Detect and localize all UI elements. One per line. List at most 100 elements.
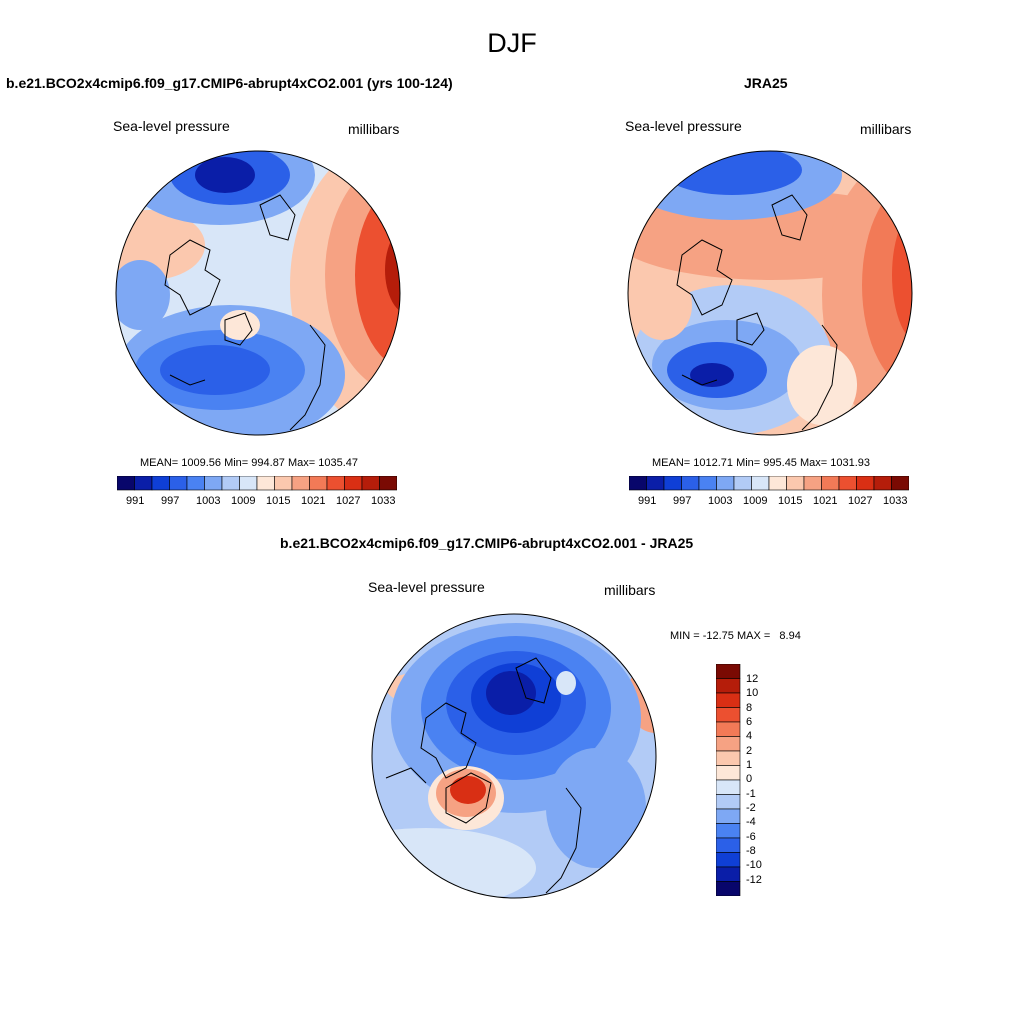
colorbar-cell (716, 823, 741, 839)
colorbar-cell (751, 476, 770, 491)
colorbar-cell (716, 837, 741, 853)
colorbar-cell (716, 866, 741, 882)
panel-diff-colorbar (716, 664, 741, 896)
colorbar-cell (344, 476, 363, 491)
colorbar-tick-label: 1009 (743, 495, 768, 507)
colorbar-tick-label: -8 (746, 845, 756, 857)
colorbar-tick-label: 2 (746, 745, 753, 757)
colorbar-cell (838, 476, 857, 491)
panel-obs-units: millibars (860, 121, 912, 137)
colorbar-tick-label: 991 (126, 495, 145, 507)
colorbar-tick-label: 1027 (848, 495, 873, 507)
colorbar-cell (716, 779, 741, 795)
panel-obs-title: JRA25 (744, 75, 788, 91)
colorbar-cell (204, 476, 223, 491)
colorbar-cell (274, 476, 293, 491)
colorbar-cell (716, 736, 741, 752)
colorbar-cell (716, 707, 741, 723)
colorbar-cell (733, 476, 752, 491)
panel-diff-polar-map (371, 613, 657, 899)
colorbar-tick-label: 10 (746, 687, 759, 699)
colorbar-cell (379, 476, 397, 491)
colorbar-cell (716, 721, 741, 737)
colorbar-tick-label: 1003 (708, 495, 733, 507)
colorbar-cell (821, 476, 840, 491)
panel-model-colorbar-ticks: 991 997 1003 1009 1015 1021 1027 1033 (117, 495, 397, 511)
panel-model-title: b.e21.BCO2x4cmip6.f09_g17.CMIP6-abrupt4x… (6, 75, 453, 91)
colorbar-tick-label: 997 (161, 495, 180, 507)
colorbar-cell (716, 476, 735, 491)
panel-obs-variable: Sea-level pressure (625, 118, 742, 134)
colorbar-cell (239, 476, 258, 491)
colorbar-cell (716, 664, 741, 679)
colorbar-cell (663, 476, 682, 491)
colorbar-cell (698, 476, 717, 491)
colorbar-cell (361, 476, 380, 491)
colorbar-cell (716, 808, 741, 824)
colorbar-cell (309, 476, 328, 491)
panel-diff-title: b.e21.BCO2x4cmip6.f09_g17.CMIP6-abrupt4x… (280, 535, 694, 551)
panel-obs-colorbar (629, 476, 909, 491)
colorbar-cell (681, 476, 700, 491)
panel-diff-colorbar-ticks: 12 10 8 6 4 2 1 0 -1 -2 -4 -6 -8 -10 -12 (746, 664, 786, 896)
colorbar-tick-label: -4 (746, 816, 756, 828)
colorbar-cell (716, 678, 741, 694)
colorbar-cell (291, 476, 310, 491)
colorbar-cell (326, 476, 345, 491)
colorbar-tick-label: 8 (746, 702, 753, 714)
colorbar-cell (256, 476, 275, 491)
panel-obs-polar-map (627, 150, 913, 436)
colorbar-cell (716, 881, 741, 896)
colorbar-tick-label: 0 (746, 773, 753, 785)
colorbar-cell (151, 476, 170, 491)
figure-title: DJF (487, 28, 537, 58)
colorbar-tick-label: 12 (746, 673, 759, 685)
colorbar-tick-label: -2 (746, 802, 756, 814)
colorbar-cell (169, 476, 188, 491)
colorbar-cell (221, 476, 240, 491)
colorbar-tick-label: 1021 (813, 495, 838, 507)
panel-diff-stats: MIN = -12.75 MAX = 8.94 (670, 630, 801, 642)
colorbar-tick-label: 1015 (778, 495, 803, 507)
colorbar-tick-label: 1003 (196, 495, 221, 507)
colorbar-tick-label: 1009 (231, 495, 256, 507)
colorbar-cell (803, 476, 822, 491)
colorbar-tick-label: 1021 (301, 495, 326, 507)
colorbar-tick-label: -12 (746, 874, 762, 886)
colorbar-tick-label: 1033 (883, 495, 908, 507)
colorbar-cell (117, 476, 135, 491)
colorbar-cell (716, 765, 741, 781)
panel-model-units: millibars (348, 121, 400, 137)
colorbar-cell (768, 476, 787, 491)
panel-diff-units: millibars (604, 582, 656, 598)
panel-model-colorbar (117, 476, 397, 491)
colorbar-tick-label: 1 (746, 759, 753, 771)
colorbar-tick-label: -1 (746, 788, 756, 800)
colorbar-cell (891, 476, 909, 491)
colorbar-tick-label: 1015 (266, 495, 291, 507)
colorbar-cell (134, 476, 153, 491)
panel-model-variable: Sea-level pressure (113, 118, 230, 134)
colorbar-tick-label: -6 (746, 831, 756, 843)
colorbar-tick-label: 1033 (371, 495, 396, 507)
colorbar-tick-label: 991 (638, 495, 657, 507)
colorbar-tick-label: 997 (673, 495, 692, 507)
colorbar-cell (646, 476, 665, 491)
colorbar-cell (786, 476, 805, 491)
panel-model-polar-map (115, 150, 401, 436)
colorbar-cell (629, 476, 647, 491)
colorbar-cell (186, 476, 205, 491)
colorbar-cell (873, 476, 892, 491)
panel-obs-stats: MEAN= 1012.71 Min= 995.45 Max= 1031.93 (652, 457, 871, 469)
colorbar-cell (716, 692, 741, 708)
panel-model-stats: MEAN= 1009.56 Min= 994.87 Max= 1035.47 (140, 457, 359, 469)
colorbar-tick-label: 1027 (336, 495, 361, 507)
colorbar-cell (716, 852, 741, 868)
colorbar-tick-label: -10 (746, 859, 762, 871)
colorbar-cell (716, 794, 741, 810)
panel-diff-variable: Sea-level pressure (368, 579, 485, 595)
panel-obs-colorbar-ticks: 991 997 1003 1009 1015 1021 1027 1033 (629, 495, 909, 511)
colorbar-tick-label: 4 (746, 730, 753, 742)
colorbar-cell (716, 750, 741, 766)
colorbar-tick-label: 6 (746, 716, 753, 728)
